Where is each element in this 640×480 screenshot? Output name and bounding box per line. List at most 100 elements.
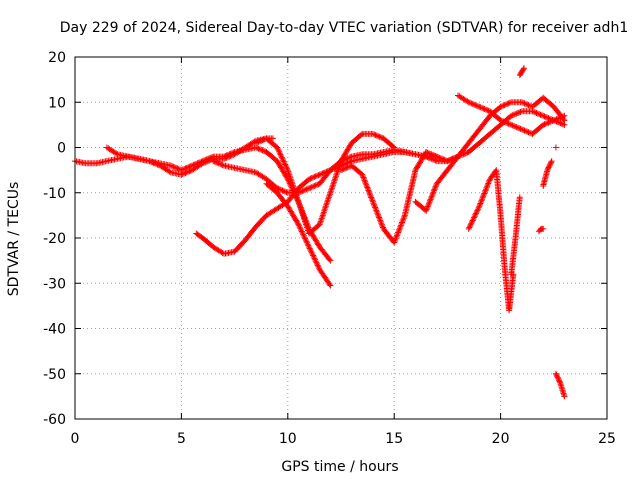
- data-point: [315, 172, 322, 179]
- data-point: [201, 157, 207, 164]
- data-point: [471, 214, 477, 221]
- data-point: [113, 150, 120, 157]
- series-arc-j: [465, 167, 517, 314]
- series-arc-p: [552, 144, 559, 151]
- data-point: [278, 154, 285, 161]
- data-point: [537, 111, 544, 118]
- data-point: [375, 213, 382, 220]
- data-point: [327, 257, 334, 264]
- data-point: [278, 186, 285, 193]
- data-point: [532, 109, 539, 116]
- data-point: [185, 164, 192, 171]
- data-point: [294, 220, 301, 227]
- data-point: [471, 213, 478, 220]
- data-point: [193, 160, 199, 167]
- data-point: [314, 172, 321, 179]
- data-point: [435, 154, 442, 161]
- data-point: [312, 182, 319, 189]
- data-point: [379, 223, 386, 230]
- data-point: [344, 164, 351, 171]
- data-point: [281, 160, 288, 167]
- data-point: [278, 153, 285, 159]
- data-point: [297, 225, 304, 232]
- series-arc-m: [535, 225, 547, 235]
- data-point: [256, 138, 263, 145]
- data-point: [258, 137, 265, 144]
- series-arc-g: [338, 149, 461, 246]
- data-point: [199, 158, 206, 165]
- data-point: [296, 224, 303, 231]
- data-point: [439, 155, 446, 162]
- data-point: [541, 121, 548, 128]
- data-point: [520, 66, 527, 73]
- data-point: [307, 246, 314, 253]
- data-point: [498, 103, 505, 110]
- data-point: [307, 175, 314, 182]
- data-point: [548, 159, 555, 166]
- data-point: [395, 229, 402, 236]
- data-point: [427, 197, 433, 204]
- series-arc-b: [103, 144, 334, 264]
- data-point: [545, 165, 551, 172]
- data-point: [513, 124, 520, 131]
- data-point: [548, 118, 555, 125]
- data-point: [230, 149, 237, 156]
- data-point: [480, 193, 487, 200]
- data-point: [473, 209, 480, 215]
- data-point: [510, 123, 517, 129]
- data-point: [167, 162, 174, 169]
- data-point: [466, 224, 473, 231]
- data-point: [554, 373, 561, 380]
- data-point: [509, 122, 516, 129]
- y-tick-label: 0: [57, 141, 66, 157]
- data-point: [510, 111, 517, 118]
- data-point: [444, 158, 451, 165]
- data-point: [260, 147, 267, 154]
- x-axis-label: GPS time / hours: [281, 459, 398, 475]
- data-point: [521, 65, 527, 72]
- y-tick-label: 20: [48, 50, 66, 66]
- data-point: [187, 163, 194, 170]
- y-tick-label: -40: [43, 322, 66, 338]
- data-point: [368, 194, 375, 201]
- data-points: [72, 65, 568, 400]
- data-point: [533, 110, 540, 116]
- data-point: [513, 110, 520, 117]
- data-point: [463, 150, 469, 157]
- x-tick-label: 0: [71, 431, 80, 447]
- data-point: [360, 174, 367, 181]
- data-point: [274, 144, 281, 151]
- data-point: [521, 127, 528, 134]
- data-point: [525, 129, 532, 136]
- data-point: [467, 223, 473, 230]
- series-arc-f: [263, 180, 334, 289]
- data-point: [306, 244, 313, 251]
- data-point: [445, 157, 452, 164]
- data-point: [213, 159, 219, 166]
- data-point: [479, 104, 485, 111]
- data-point: [308, 184, 315, 191]
- data-point: [399, 219, 405, 226]
- data-point: [205, 155, 211, 162]
- data-point: [311, 255, 318, 262]
- data-point: [394, 232, 400, 239]
- data-point: [318, 215, 325, 222]
- data-point: [211, 158, 218, 165]
- data-point: [484, 181, 491, 188]
- data-point: [326, 281, 333, 288]
- series-arc-h: [412, 94, 568, 214]
- data-point: [283, 164, 290, 171]
- data-point: [226, 151, 233, 158]
- y-tick-label: -50: [43, 367, 66, 383]
- data-point: [545, 119, 552, 126]
- data-point: [203, 156, 210, 163]
- data-point: [471, 101, 477, 108]
- data-point: [478, 199, 484, 205]
- data-point: [366, 188, 372, 195]
- y-tick-label: 10: [48, 95, 66, 111]
- data-point: [224, 151, 231, 158]
- data-point: [282, 161, 289, 168]
- data-point: [283, 189, 290, 196]
- data-point: [170, 163, 177, 170]
- series-arc-o: [552, 370, 568, 400]
